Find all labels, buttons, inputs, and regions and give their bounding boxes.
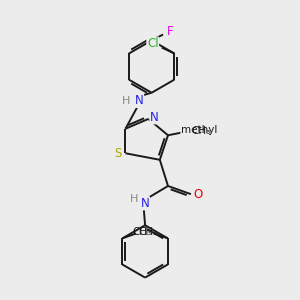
Text: S: S xyxy=(115,147,122,160)
Text: Cl: Cl xyxy=(147,37,158,50)
Text: CH₃: CH₃ xyxy=(191,126,211,136)
Text: CH₃: CH₃ xyxy=(132,227,152,237)
Text: methyl: methyl xyxy=(181,125,217,135)
Text: N: N xyxy=(141,197,149,210)
Text: N: N xyxy=(150,111,159,124)
Text: H: H xyxy=(130,194,139,204)
Text: F: F xyxy=(167,26,174,38)
Text: H: H xyxy=(122,96,130,106)
Text: O: O xyxy=(194,188,203,201)
Text: CH₃: CH₃ xyxy=(139,227,158,237)
Text: N: N xyxy=(135,94,144,107)
